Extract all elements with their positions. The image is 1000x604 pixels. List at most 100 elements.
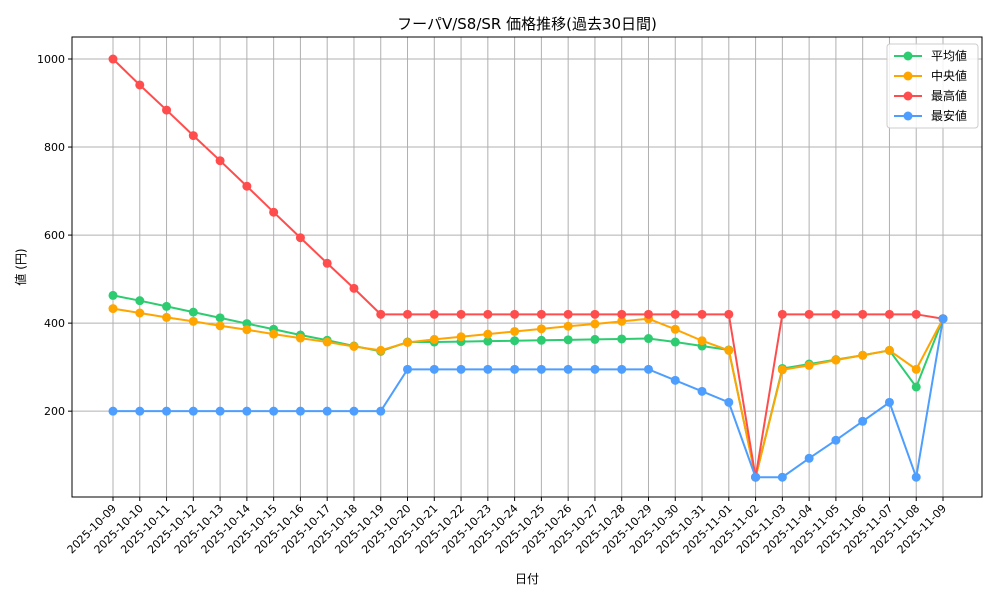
data-point: [563, 309, 573, 319]
data-point: [884, 397, 894, 407]
data-point: [590, 364, 600, 374]
data-point: [242, 181, 252, 191]
data-point: [911, 364, 921, 374]
data-point: [938, 314, 948, 324]
series-line: [112, 58, 944, 478]
data-point: [617, 316, 627, 326]
data-point: [456, 332, 466, 342]
data-point: [697, 309, 707, 319]
data-point: [510, 309, 520, 319]
data-point: [670, 375, 680, 385]
data-point: [322, 258, 332, 268]
legend-label: 平均値: [931, 48, 967, 63]
y-axis-label: 値 (円): [13, 248, 28, 285]
data-point: [188, 406, 198, 416]
data-point: [590, 319, 600, 329]
data-point: [322, 337, 332, 347]
data-point: [269, 406, 279, 416]
data-point: [724, 309, 734, 319]
data-point: [162, 301, 172, 311]
y-tick-label: 800: [44, 141, 65, 154]
series-最高値: [108, 54, 948, 482]
data-point: [670, 324, 680, 334]
data-point: [483, 309, 493, 319]
series-line: [112, 294, 944, 478]
plot-frame: [71, 36, 983, 498]
data-point: [188, 307, 198, 317]
data-point: [242, 325, 252, 335]
data-point: [429, 364, 439, 374]
data-point: [483, 329, 493, 339]
data-point: [188, 131, 198, 141]
data-point: [108, 304, 118, 314]
data-point: [536, 309, 546, 319]
series-line: [112, 307, 944, 478]
legend-box: [886, 43, 979, 129]
data-point: [510, 336, 520, 346]
legend-label: 中央値: [931, 68, 967, 83]
data-point: [429, 334, 439, 344]
data-point: [884, 345, 894, 355]
data-point: [536, 324, 546, 334]
data-point: [215, 313, 225, 323]
data-point: [269, 329, 279, 339]
data-point: [911, 382, 921, 392]
data-point: [643, 364, 653, 374]
legend-marker: [903, 111, 913, 121]
chart-title: フーパV/S8/SR 価格推移(過去30日間): [397, 15, 657, 33]
data-point: [376, 406, 386, 416]
data-point: [162, 312, 172, 322]
data-point: [135, 80, 145, 90]
data-point: [724, 397, 734, 407]
data-point: [831, 309, 841, 319]
data-point: [777, 365, 787, 375]
data-point: [751, 472, 761, 482]
data-point: [242, 406, 252, 416]
data-point: [643, 334, 653, 344]
data-point: [108, 406, 118, 416]
data-point: [429, 309, 439, 319]
data-point: [617, 309, 627, 319]
data-point: [884, 309, 894, 319]
data-point: [108, 54, 118, 64]
legend-marker: [903, 91, 913, 101]
data-point: [242, 319, 252, 329]
data-point: [563, 364, 573, 374]
data-point: [911, 472, 921, 482]
data-point: [858, 416, 868, 426]
data-point: [135, 406, 145, 416]
data-point: [376, 309, 386, 319]
data-point: [724, 345, 734, 355]
series-平均値: [108, 290, 948, 482]
data-point: [215, 406, 225, 416]
data-point: [590, 334, 600, 344]
legend-marker: [903, 51, 913, 61]
data-point: [188, 316, 198, 326]
data-point: [670, 337, 680, 347]
data-point: [563, 335, 573, 345]
data-point: [617, 364, 627, 374]
data-point: [162, 406, 172, 416]
data-point: [563, 321, 573, 331]
series-lines: [108, 54, 948, 482]
data-point: [697, 386, 707, 396]
data-point: [536, 364, 546, 374]
data-point: [349, 341, 359, 351]
data-point: [697, 336, 707, 346]
data-point: [804, 309, 814, 319]
data-point: [536, 335, 546, 345]
data-point: [590, 309, 600, 319]
data-point: [510, 364, 520, 374]
data-point: [483, 336, 493, 346]
data-point: [483, 364, 493, 374]
y-tick-label: 200: [44, 405, 65, 418]
data-point: [295, 406, 305, 416]
data-point: [831, 435, 841, 445]
data-point: [376, 345, 386, 355]
data-point: [804, 453, 814, 463]
legend-marker: [903, 71, 913, 81]
data-point: [269, 207, 279, 217]
